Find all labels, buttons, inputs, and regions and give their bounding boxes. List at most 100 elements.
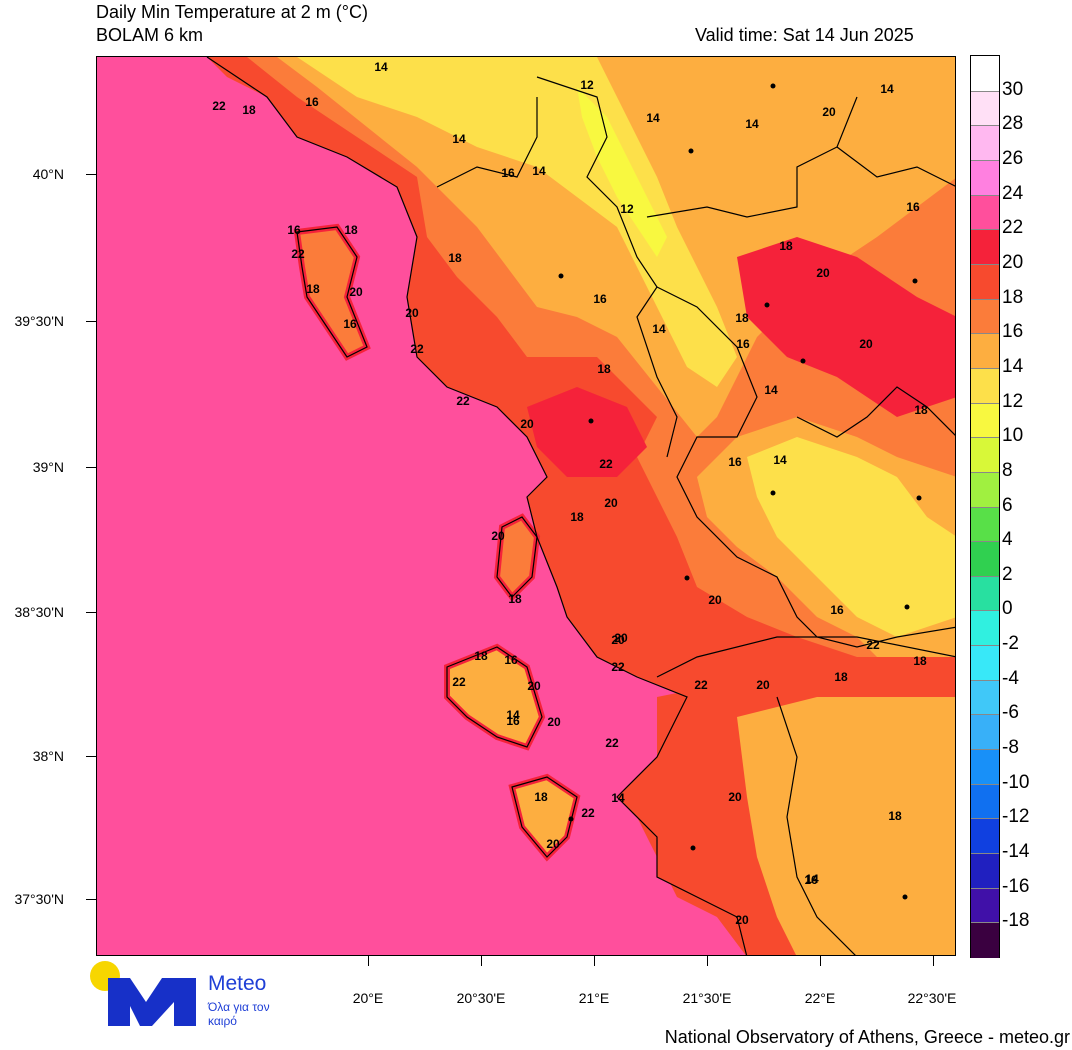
temperature-value-label: 18 xyxy=(306,282,320,296)
temperature-value-label: 14 xyxy=(646,111,660,125)
colorbar-segment xyxy=(971,818,999,855)
temperature-value-label: 20 xyxy=(547,715,561,729)
colorbar-label: 6 xyxy=(1002,494,1013,516)
colorbar-label: 28 xyxy=(1002,113,1024,135)
colorbar-label: -12 xyxy=(1002,806,1030,828)
temperature-value-label: 20 xyxy=(816,266,830,280)
city-dots xyxy=(558,83,922,900)
temperature-value-label: 20 xyxy=(520,417,534,431)
land-20-hot-east xyxy=(737,237,955,417)
colorbar-segment xyxy=(971,610,999,647)
colorbar-label: 0 xyxy=(1002,598,1013,620)
temperature-value-label: 12 xyxy=(580,78,594,92)
temperature-value-label: 16 xyxy=(305,95,319,109)
colorbar-segment xyxy=(971,194,999,231)
lat-label-39n: 39°N xyxy=(32,459,64,475)
map-title: Daily Min Temperature at 2 m (°C) xyxy=(96,2,368,22)
lat-tick xyxy=(86,321,96,322)
colorbar-segment xyxy=(971,714,999,751)
lon-tick xyxy=(707,956,708,966)
temperature-value-label: 22 xyxy=(456,394,470,408)
colorbar-segment xyxy=(971,541,999,578)
colorbar-segment xyxy=(971,263,999,301)
colorbar-segment xyxy=(971,333,999,370)
colorbar-segment xyxy=(971,437,999,474)
temperature-value-label: 16 xyxy=(736,337,750,351)
temperature-value-label: 16 xyxy=(504,653,518,667)
colorbar-label: 18 xyxy=(1002,286,1024,308)
temperature-value-label: 18 xyxy=(508,592,522,606)
temperature-value-label: 16 xyxy=(830,603,844,617)
colorbar-segment xyxy=(971,749,999,786)
admin-borders xyxy=(206,57,955,955)
lat-label-40n: 40°N xyxy=(32,166,64,182)
land-12-band xyxy=(577,87,667,257)
map-canvas: 14 22 18 16 12 14 14 14 20 14 16 14 12 16 18 20 16 18 16 18… xyxy=(97,57,955,955)
colorbar-label: -6 xyxy=(1002,702,1019,724)
temperature-value-label: 14 xyxy=(452,132,466,146)
colorbar-segment xyxy=(971,229,999,266)
temperature-value-label: 18 xyxy=(779,239,793,253)
colorbar-label: 12 xyxy=(1002,390,1024,412)
colorbar-segment xyxy=(971,645,999,682)
colorbar-label: 10 xyxy=(1002,425,1024,447)
temperature-value-label: 14 xyxy=(805,872,819,886)
colorbar-label: 20 xyxy=(1002,251,1024,273)
colorbar-label: 26 xyxy=(1002,147,1024,169)
temperature-value-label: 22 xyxy=(694,678,708,692)
lat-label-38-30n: 38°30'N xyxy=(14,604,64,620)
temperature-value-label: 18 xyxy=(570,510,584,524)
colorbar-segment xyxy=(971,471,999,508)
lon-label-22-30e: 22°30'E xyxy=(907,990,957,1006)
colorbar-label: -4 xyxy=(1002,667,1019,689)
colorbar-label: 14 xyxy=(1002,355,1024,377)
lon-label-20e: 20°E xyxy=(352,990,384,1006)
temperature-value-label: 14 xyxy=(773,453,787,467)
colorbar-segment xyxy=(971,298,999,335)
lat-label-39-30n: 39°30'N xyxy=(14,313,64,329)
lat-tick xyxy=(86,612,96,613)
colorbar-segment xyxy=(971,56,999,92)
temperature-value-label: 20 xyxy=(349,285,363,299)
lon-tick xyxy=(594,956,595,966)
colorbar-label: 8 xyxy=(1002,459,1013,481)
colorbar xyxy=(970,55,1000,959)
temperature-value-label: 14 xyxy=(374,60,388,74)
colorbar-label: -8 xyxy=(1002,737,1019,759)
value-labels: 14 22 18 16 12 14 14 14 20 14 16 14 12 16 18 20 16 18 16 18… xyxy=(212,60,928,927)
lat-label-38n: 38°N xyxy=(32,748,64,764)
colorbar-label: -2 xyxy=(1002,633,1019,655)
temperature-value-label: 12 xyxy=(620,202,634,216)
colorbar-segment xyxy=(971,783,999,820)
temperature-value-label: 14 xyxy=(745,117,759,131)
temperature-value-label: 22 xyxy=(291,247,305,261)
temperature-value-label: 18 xyxy=(534,790,548,804)
temperature-value-label: 20 xyxy=(491,529,505,543)
lon-label-22e: 22°E xyxy=(804,990,836,1006)
lon-tick xyxy=(368,956,369,966)
temperature-value-label: 22 xyxy=(581,806,595,820)
colorbar-segment xyxy=(971,125,999,162)
logo-tagline: Όλα για τον καιρό xyxy=(208,1000,270,1028)
colorbar-segment xyxy=(971,506,999,543)
temperature-value-label: 18 xyxy=(242,103,256,117)
temperature-value-label: 14 xyxy=(764,383,778,397)
temperature-value-label: 20 xyxy=(546,837,560,851)
colorbar-label: -16 xyxy=(1002,875,1030,897)
temperature-map[interactable]: 14 22 18 16 12 14 14 14 20 14 16 14 12 16 18 20 16 18 16 18… xyxy=(96,56,956,956)
lon-label-21e: 21°E xyxy=(578,990,610,1006)
temperature-value-label: 16 xyxy=(593,292,607,306)
lat-tick xyxy=(86,467,96,468)
temperature-value-label: 14 xyxy=(532,164,546,178)
colorbar-segment xyxy=(971,922,999,959)
temperature-value-label: 16 xyxy=(343,317,357,331)
temperature-value-label: 20 xyxy=(859,337,873,351)
temperature-value-label: 20 xyxy=(756,678,770,692)
temperature-value-label: 20 xyxy=(614,631,628,645)
lon-label-20-30e: 20°30'E xyxy=(456,990,506,1006)
temperature-value-label: 16 xyxy=(287,223,301,237)
lat-label-37-30n: 37°30'N xyxy=(14,891,64,907)
lon-label-21-30e: 21°30'E xyxy=(682,990,732,1006)
temperature-value-label: 14 xyxy=(611,791,625,805)
colorbar-segment xyxy=(971,90,999,127)
